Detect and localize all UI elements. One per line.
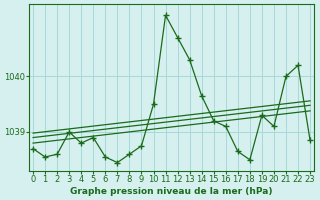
X-axis label: Graphe pression niveau de la mer (hPa): Graphe pression niveau de la mer (hPa) xyxy=(70,187,273,196)
